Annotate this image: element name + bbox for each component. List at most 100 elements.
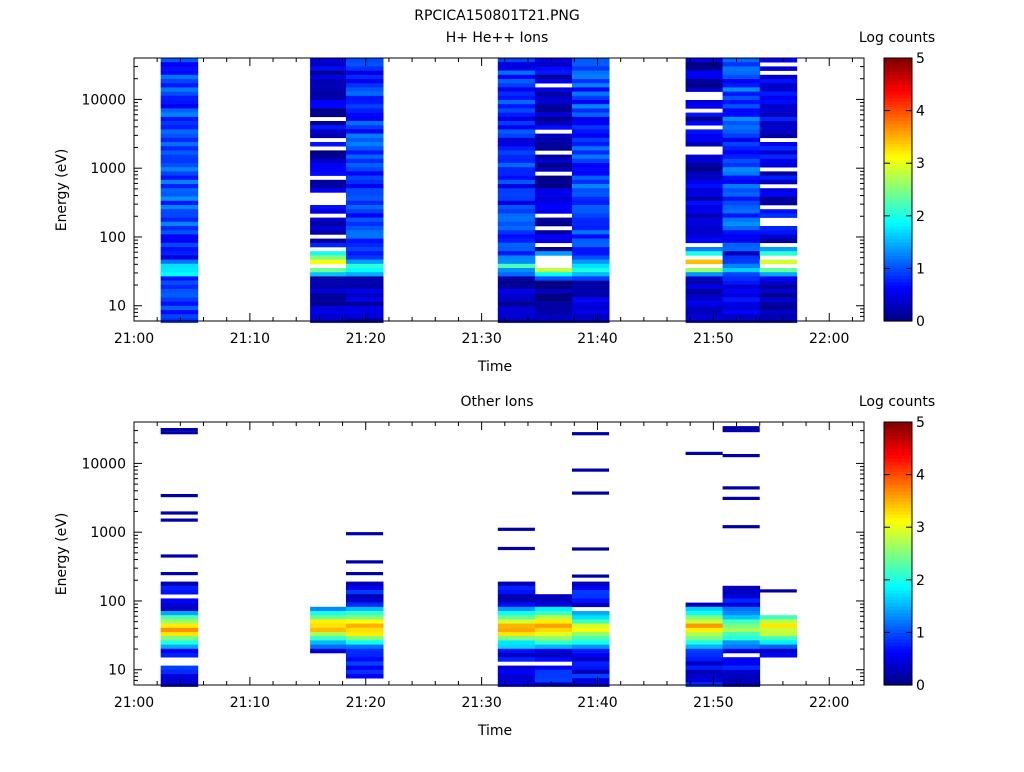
colorbar-segment bbox=[884, 553, 912, 558]
colorbar-segment bbox=[884, 422, 912, 426]
colorbar-segment bbox=[884, 110, 912, 115]
heatmap-cell bbox=[346, 226, 384, 231]
heatmap-line bbox=[685, 451, 723, 455]
colorbar-segment bbox=[884, 599, 912, 604]
heatmap-cell bbox=[160, 272, 199, 277]
heatmap-cell bbox=[572, 167, 610, 172]
heatmap-cell bbox=[572, 217, 610, 223]
heatmap-cell bbox=[310, 636, 347, 641]
heatmap-cell bbox=[497, 247, 536, 252]
heatmap-cell bbox=[685, 66, 724, 71]
colorbar-segment bbox=[884, 550, 912, 555]
heatmap-cell bbox=[572, 263, 610, 269]
x-tick-label: 22:00 bbox=[809, 695, 849, 711]
heatmap-cell bbox=[497, 590, 536, 595]
heatmap-cell bbox=[722, 74, 761, 80]
heatmap-cell bbox=[160, 636, 199, 641]
colorbar-segment bbox=[884, 120, 912, 125]
colorbar-segment bbox=[884, 471, 912, 476]
heatmap-cell bbox=[722, 188, 761, 193]
heatmap-cell bbox=[685, 62, 724, 67]
heatmap-cell bbox=[722, 83, 761, 88]
heatmap-cell bbox=[722, 640, 761, 645]
heatmap-cell bbox=[572, 209, 610, 214]
colorbar-segment bbox=[884, 484, 912, 489]
heatmap-cell bbox=[572, 657, 610, 662]
heatmap-cell bbox=[572, 104, 610, 109]
heatmap-cell bbox=[497, 91, 536, 97]
colorbar-segment bbox=[884, 278, 912, 283]
heatmap-cell bbox=[685, 301, 724, 307]
heatmap-cell bbox=[534, 602, 573, 608]
colorbar-segment bbox=[884, 238, 912, 243]
heatmap-cell bbox=[685, 619, 724, 624]
heatmap-cell bbox=[685, 669, 724, 675]
colorbar-segment bbox=[884, 629, 912, 633]
heatmap-cell bbox=[346, 154, 384, 160]
colorbar-segment bbox=[884, 510, 912, 515]
colorbar-segment bbox=[884, 615, 912, 620]
heatmap-cell bbox=[722, 154, 761, 160]
heatmap-cell bbox=[759, 200, 798, 206]
colorbar-segment bbox=[884, 635, 912, 640]
heatmap-cell bbox=[722, 70, 761, 76]
colorbar-segment bbox=[884, 652, 912, 657]
heatmap-cell bbox=[685, 289, 724, 294]
heatmap-cell bbox=[685, 627, 724, 633]
heatmap-cell bbox=[160, 116, 199, 122]
heatmap-cell bbox=[534, 221, 573, 227]
colorbar-segment bbox=[884, 84, 912, 89]
heatmap-cell bbox=[160, 167, 199, 172]
colorbar-tick-label: 2 bbox=[916, 209, 925, 225]
colorbar-label: Log counts bbox=[859, 30, 935, 46]
heatmap-cell bbox=[759, 268, 798, 273]
heatmap-cell bbox=[497, 213, 536, 218]
heatmap-cell bbox=[572, 289, 610, 294]
heatmap-cell bbox=[310, 623, 347, 629]
heatmap-cell bbox=[572, 192, 610, 197]
heatmap-cell bbox=[572, 91, 610, 97]
colorbar-segment bbox=[884, 166, 912, 171]
colorbar-segment bbox=[884, 228, 912, 233]
colorbar-segment bbox=[884, 232, 912, 237]
heatmap-cell bbox=[572, 590, 610, 595]
heatmap-cell bbox=[497, 674, 536, 679]
heatmap-cell bbox=[685, 213, 724, 218]
colorbar-segment bbox=[884, 540, 912, 545]
heatmap-cell bbox=[346, 636, 384, 641]
colorbar-segment bbox=[884, 130, 912, 135]
heatmap-cell bbox=[759, 648, 798, 654]
heatmap-cell bbox=[160, 289, 199, 294]
colorbar-tick-label: 2 bbox=[916, 573, 925, 589]
heatmap-cell bbox=[497, 669, 536, 675]
heatmap-cell bbox=[722, 297, 761, 302]
heatmap-cell bbox=[722, 242, 761, 248]
colorbar-segment bbox=[884, 196, 912, 200]
heatmap-cell bbox=[497, 70, 536, 76]
heatmap-cell bbox=[759, 234, 798, 239]
colorbar-segment bbox=[884, 258, 912, 263]
heatmap-cell bbox=[685, 171, 724, 176]
heatmap-cell bbox=[722, 234, 761, 239]
heatmap-cell bbox=[534, 91, 573, 97]
heatmap-cell bbox=[722, 314, 761, 319]
heatmap-cell bbox=[346, 665, 384, 671]
heatmap-cell bbox=[759, 305, 798, 311]
heatmap-cell bbox=[497, 276, 536, 281]
heatmap-cell bbox=[534, 627, 573, 633]
colorbar-tick-label: 4 bbox=[916, 104, 925, 120]
colorbar-segment bbox=[884, 222, 912, 227]
heatmap-cell bbox=[722, 606, 761, 612]
heatmap-cell bbox=[160, 301, 199, 307]
heatmap-cell bbox=[534, 184, 573, 189]
heatmap-cell bbox=[572, 284, 610, 290]
heatmap-cell bbox=[497, 259, 536, 265]
heatmap-cell bbox=[497, 251, 536, 256]
heatmap-cell bbox=[346, 255, 384, 260]
colorbar-segment bbox=[884, 504, 912, 509]
heatmap-cell bbox=[310, 255, 347, 260]
colorbar-segment bbox=[884, 288, 912, 293]
heatmap-cell bbox=[497, 280, 536, 286]
heatmap-cell bbox=[310, 615, 347, 620]
heatmap-cell bbox=[572, 669, 610, 675]
